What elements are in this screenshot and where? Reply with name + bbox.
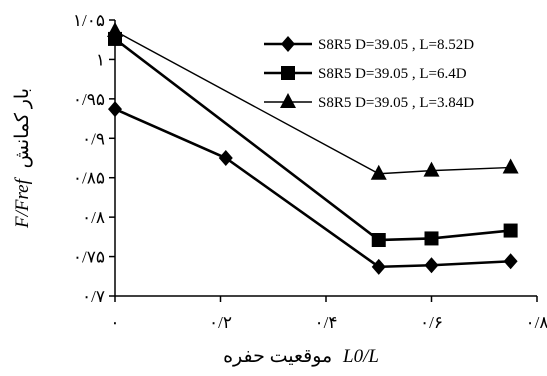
x-tick-label: ۰/۸ xyxy=(526,313,547,332)
y-tick-label: ۰/۷ xyxy=(82,287,105,306)
data-point-square xyxy=(503,223,518,238)
data-point-square xyxy=(371,233,386,248)
legend-label: S8R5 D=39.05 , L=6.4D xyxy=(318,66,467,82)
axis-titles: موقعیت حفره L0/L F/Fref بار کمانش xyxy=(12,88,379,367)
x-axis-title: موقعیت حفره L0/L xyxy=(223,346,379,367)
legend-entry: S8R5 D=39.05 , L=6.4D xyxy=(264,66,467,82)
x-tick-label: ۰/۶ xyxy=(420,313,443,332)
x-tick-label: ۰ xyxy=(110,313,119,332)
series-line xyxy=(114,30,511,175)
data-point-diamond xyxy=(371,258,386,275)
x-tick-label: ۰/۲ xyxy=(209,313,232,332)
series-square xyxy=(108,31,518,248)
data-point-square xyxy=(424,231,439,246)
x-axis-title-text: موقعیت حفره xyxy=(223,346,332,367)
y-axis-title-text: بار کمانش xyxy=(12,88,33,168)
legend-marker-square xyxy=(281,66,295,80)
data-point-triangle xyxy=(370,164,387,180)
series-triangle xyxy=(107,22,519,180)
legend: S8R5 D=39.05 , L=8.52D S8R5 D=39.05 , L=6… xyxy=(264,36,474,111)
data-point-triangle xyxy=(423,161,440,177)
x-tick-label: ۰/۴ xyxy=(315,313,338,332)
series-line xyxy=(114,37,511,242)
data-point-triangle xyxy=(502,158,519,174)
legend-label: S8R5 D=39.05 , L=8.52D xyxy=(318,37,474,53)
data-point-diamond xyxy=(108,101,122,118)
data-point-triangle xyxy=(107,22,123,38)
y-axis-title-symbol: F/Fref xyxy=(12,176,33,229)
x-axis-title-symbol: L0/L xyxy=(342,346,379,367)
legend-marker-diamond xyxy=(281,36,295,52)
y-tick-label: ۰/۹ xyxy=(82,129,105,148)
legend-marker-triangle xyxy=(280,93,296,108)
legend-entry: S8R5 D=39.05 , L=3.84D xyxy=(264,93,474,111)
y-tick-label: ۰/۸ xyxy=(82,208,105,227)
legend-entry: S8R5 D=39.05 , L=8.52D xyxy=(264,36,474,53)
y-tick-label: ۱/۰۵ xyxy=(73,11,105,30)
axes: ۰/۷ ۰/۷۵ ۰/۸ ۰/۸۵ ۰/۹ ۰/۹۵ ۱ ۱/۰۵ ۰ ۰/۲ ۰/۴ ۰/۶ ۰/۸ xyxy=(73,11,547,332)
y-tick-label: ۰/۹۵ xyxy=(73,90,105,109)
data-point-diamond xyxy=(218,150,233,166)
series-layer xyxy=(107,22,519,275)
data-point-diamond xyxy=(424,257,439,274)
y-axis-title: F/Fref بار کمانش xyxy=(12,88,33,229)
legend-label: S8R5 D=39.05 , L=3.84D xyxy=(318,95,474,111)
y-tick-label: ۰/۸۵ xyxy=(73,169,105,188)
series-line xyxy=(114,107,511,269)
data-point-diamond xyxy=(503,253,518,270)
series-diamond xyxy=(108,101,518,275)
y-tick-label: ۰/۷۵ xyxy=(73,248,105,267)
y-tick-label: ۱ xyxy=(96,50,105,69)
